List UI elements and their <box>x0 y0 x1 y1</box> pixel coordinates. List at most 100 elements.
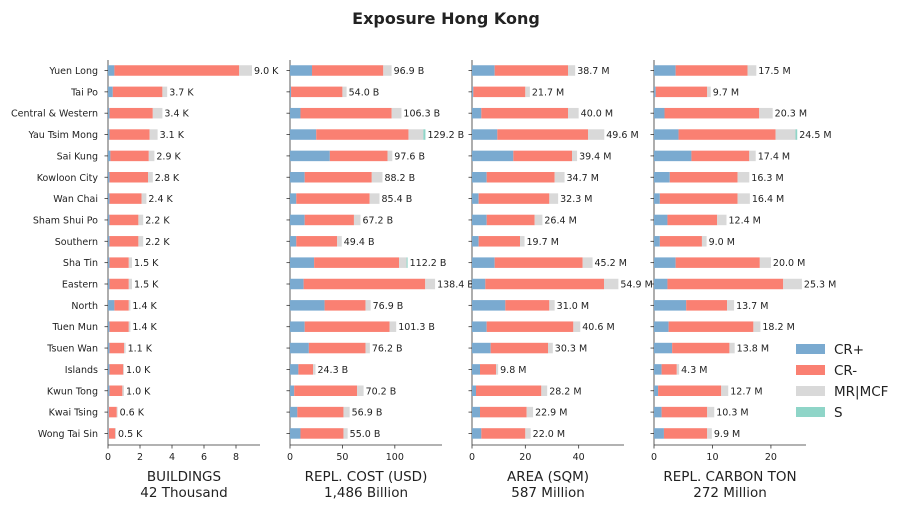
panel-area-sqm-bar-sha-tin-cr <box>472 257 495 268</box>
panel-area-sqm-bar-eastern-mr-mcf <box>604 278 619 290</box>
panel-area-sqm-bar-tai-po-cr <box>472 86 474 98</box>
panel-area-sqm-value-label-wan-chai: 32.3 M <box>560 194 592 205</box>
category-label-sha-tin: Sha Tin <box>63 258 98 269</box>
panel-area-sqm-value-label-north: 31.0 M <box>557 301 589 312</box>
panel-buildings-bar-central-western-mr-mcf <box>152 107 163 119</box>
panel-area-sqm-bar-sai-kung-cr <box>513 150 572 162</box>
panel-buildings-bar-sham-shui-po-cr <box>108 214 110 226</box>
panel-area-sqm-bar-kwun-tong-cr <box>472 385 476 396</box>
panel-area-sqm-value-label-sham-shui-po: 26.4 M <box>544 215 576 226</box>
panel-repl-cost-usd-bar-central-western-cr <box>290 107 301 119</box>
panel-repl-carbon-ton-bar-kwun-tong-cr <box>654 385 659 396</box>
panel-repl-cost-usd-xtick-label: 50 <box>336 452 348 463</box>
panel-repl-carbon-ton-bar-tsuen-wan-cr <box>654 342 673 354</box>
panel-repl-carbon-ton-axis-title: REPL. CARBON TON <box>663 469 796 485</box>
panel-buildings-bar-kowloon-city-cr <box>109 172 148 183</box>
panel-repl-carbon-ton-bar-tai-po-mr-mcf <box>707 86 711 98</box>
panel-area-sqm-value-label-yau-tsim-mong: 49.6 M <box>606 130 638 141</box>
panel-repl-carbon-ton-bar-tuen-mun-cr <box>654 321 669 332</box>
panel-area-sqm-value-label-tuen-mun: 40.6 M <box>582 322 614 333</box>
panel-repl-cost-usd-bar-tsuen-wan-mr-mcf <box>365 342 370 354</box>
panel-area-sqm-bar-wong-tai-sin-cr <box>481 428 526 439</box>
panel-repl-carbon-ton-bar-yau-tsim-mong-s <box>795 129 798 140</box>
panel-area-sqm-bar-wong-tai-sin-cr <box>472 428 482 439</box>
panel-repl-carbon-ton: 0 10 20 17.5 M 9.7 M 20.3 M 24.5 M 17.4 M 16.3 M… <box>650 60 836 501</box>
panel-area-sqm-value-label-southern: 19.7 M <box>527 237 559 248</box>
panel-buildings-axis-title: BUILDINGS <box>147 469 221 485</box>
panel-repl-cost-usd-bar-southern-cr <box>296 236 338 247</box>
panel-buildings-bar-tai-po-cr <box>108 86 113 98</box>
panel-area-sqm-value-label-wong-tai-sin: 22.0 M <box>533 429 565 440</box>
panel-repl-carbon-ton-value-label-kwun-tong: 12.7 M <box>730 386 762 397</box>
panel-repl-carbon-ton-bar-kwai-tsing-mr-mcf <box>707 406 715 418</box>
panel-buildings-bar-islands-mr-mcf <box>123 364 124 375</box>
panel-repl-cost-usd-bar-southern-cr <box>290 236 297 247</box>
panel-repl-cost-usd-bar-kowloon-city-cr <box>290 172 305 183</box>
panel-area-sqm-bar-sham-shui-po-mr-mcf <box>534 214 543 226</box>
panel-repl-carbon-ton-bar-sai-kung-cr <box>691 150 750 162</box>
panel-area-sqm-xtick-label: 0 <box>469 452 475 463</box>
panel-repl-carbon-ton-value-label-islands: 4.3 M <box>681 365 707 376</box>
panel-repl-carbon-ton-value-label-tuen-mun: 18.2 M <box>762 322 794 333</box>
panel-repl-cost-usd-bar-sham-shui-po-mr-mcf <box>353 214 361 226</box>
panel-repl-carbon-ton-bar-sai-kung-mr-mcf <box>749 150 756 162</box>
panel-area-sqm-bar-southern-mr-mcf <box>520 236 525 247</box>
panel-repl-cost-usd-bar-central-western-cr <box>300 107 392 119</box>
panel-repl-cost-usd-bar-eastern-cr <box>290 278 304 290</box>
panel-area-sqm-value-label-eastern: 54.9 M <box>620 280 652 291</box>
panel-area-sqm-bar-kowloon-city-cr <box>472 172 487 183</box>
panel-area-sqm-xtick-label: 20 <box>519 452 531 463</box>
panel-repl-cost-usd-bar-tai-po-mr-mcf <box>342 86 347 98</box>
panel-buildings-bar-tsuen-wan-cr <box>109 342 124 354</box>
panel-area-sqm-bar-central-western-cr <box>481 107 568 119</box>
panel-repl-cost-usd-bar-north-cr <box>290 300 325 311</box>
panel-buildings-value-label-sha-tin: 1.5 K <box>134 258 159 269</box>
panel-buildings-bar-yau-tsim-mong-cr <box>109 129 150 140</box>
panel-buildings-xtick-label: 2 <box>137 452 143 463</box>
panel-area-sqm-bar-tsuen-wan-cr <box>490 342 548 354</box>
panel-repl-carbon-ton-bar-kowloon-city-cr <box>669 172 738 183</box>
panel-repl-cost-usd-bar-sha-tin-cr <box>290 257 315 268</box>
panel-area-sqm-bar-north-cr <box>505 300 550 311</box>
panel-repl-carbon-ton-bar-tai-po-cr <box>655 86 708 98</box>
panel-repl-carbon-ton-xtick-label: 10 <box>706 452 718 463</box>
panel-repl-carbon-ton-bar-tai-po-cr <box>654 86 656 98</box>
panel-area-sqm-bar-tuen-mun-cr <box>472 321 487 332</box>
panel-repl-carbon-ton-value-label-tsuen-wan: 13.8 M <box>737 344 769 355</box>
panel-area-sqm-bar-kwun-tong-cr <box>476 385 542 396</box>
panel-buildings-bar-sai-kung-cr <box>108 150 111 162</box>
panel-buildings-bar-kwun-tong-cr <box>109 385 123 396</box>
panel-buildings-value-label-yau-tsim-mong: 3.1 K <box>160 130 185 141</box>
panel-repl-cost-usd-value-label-wong-tai-sin: 55.0 B <box>350 429 381 440</box>
panel-area-sqm-bar-sham-shui-po-cr <box>472 214 487 226</box>
panel-area-sqm-value-label-sai-kung: 39.4 M <box>579 151 611 162</box>
panel-repl-cost-usd-bar-central-western-mr-mcf <box>391 107 402 119</box>
category-label-southern: Southern <box>55 237 98 248</box>
panel-buildings-bar-wan-chai-cr <box>109 193 142 204</box>
panel-repl-cost-usd-value-label-tai-po: 54.0 B <box>349 87 380 98</box>
panel-repl-cost-usd-bar-sai-kung-cr <box>329 150 388 162</box>
panel-repl-carbon-ton-value-label-wong-tai-sin: 9.9 M <box>714 429 740 440</box>
legend-label-s: S <box>834 405 843 421</box>
panel-repl-cost-usd-bar-tsuen-wan-cr <box>308 342 366 354</box>
category-label-sai-kung: Sai Kung <box>57 151 98 162</box>
panel-buildings-value-label-tsuen-wan: 1.1 K <box>128 344 153 355</box>
panel-area-sqm-bar-sha-tin-cr <box>494 257 583 268</box>
panel-repl-carbon-ton-bar-kowloon-city-cr <box>654 172 670 183</box>
panel-repl-carbon-ton-total-label: 272 Million <box>693 485 767 501</box>
panel-area-sqm-value-label-kwun-tong: 28.2 M <box>549 386 581 397</box>
panel-repl-cost-usd-bar-kwun-tong-cr <box>290 385 295 396</box>
panel-repl-cost-usd-value-label-sha-tin: 112.2 B <box>410 258 447 269</box>
panel-repl-carbon-ton-bar-north-cr <box>654 300 687 311</box>
panel-repl-cost-usd-axis-title: REPL. COST (USD) <box>305 469 428 485</box>
panel-repl-cost-usd-value-label-southern: 49.4 B <box>344 237 375 248</box>
panel-buildings-bar-kowloon-city-mr-mcf <box>148 172 153 183</box>
panel-area-sqm-xtick-label: 40 <box>573 452 585 463</box>
panel-repl-cost-usd-bar-tai-po-cr <box>291 86 343 98</box>
panel-area-sqm-value-label-sha-tin: 45.2 M <box>595 258 627 269</box>
panel-buildings-bar-sha-tin-mr-mcf <box>128 257 132 268</box>
panel-repl-carbon-ton-bar-tsuen-wan-cr <box>672 342 730 354</box>
panel-buildings-bar-tsuen-wan-cr <box>108 342 110 354</box>
panel-buildings-bar-southern-mr-mcf <box>138 236 144 247</box>
panel-repl-carbon-ton-bar-kwai-tsing-cr <box>654 406 662 418</box>
